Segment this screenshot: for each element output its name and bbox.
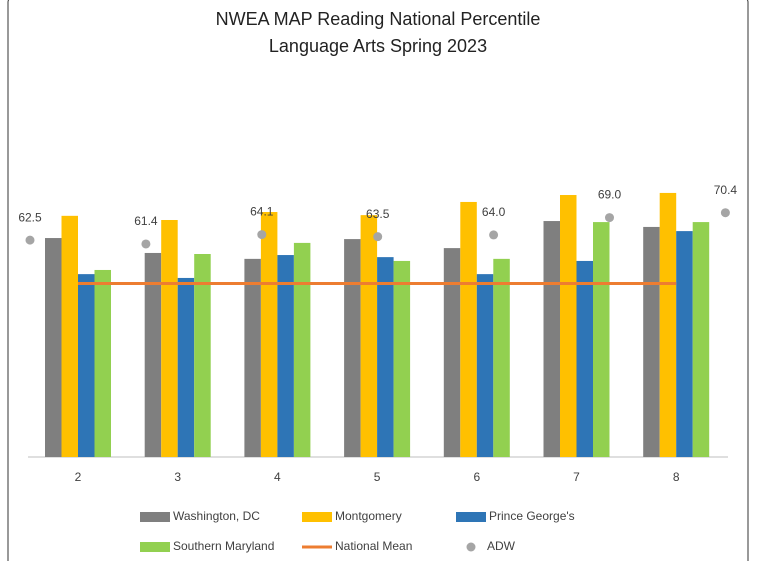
legend-swatch bbox=[466, 542, 476, 552]
x-tick-label: 6 bbox=[473, 470, 480, 484]
data-label: 61.4 bbox=[134, 214, 158, 228]
bar bbox=[94, 269, 111, 457]
bar bbox=[244, 258, 261, 457]
x-tick-label: 3 bbox=[174, 470, 181, 484]
dot bbox=[25, 235, 35, 245]
legend-swatch bbox=[302, 512, 332, 522]
bar bbox=[45, 238, 62, 457]
bar bbox=[78, 274, 95, 457]
legend-label: National Mean bbox=[335, 539, 412, 553]
dot bbox=[605, 213, 614, 223]
bar bbox=[576, 260, 593, 457]
bar bbox=[393, 260, 411, 457]
bar bbox=[377, 257, 394, 457]
dot bbox=[720, 208, 730, 218]
legend-swatch bbox=[140, 542, 170, 552]
bar bbox=[543, 221, 560, 457]
legend-label: Washington, DC bbox=[173, 509, 260, 523]
bar bbox=[643, 226, 660, 457]
chart-title: Language Arts Spring 2023 bbox=[269, 36, 487, 56]
bar bbox=[144, 252, 162, 457]
data-label: 62.5 bbox=[18, 210, 42, 224]
legend-label: ADW bbox=[487, 539, 516, 553]
bar bbox=[344, 239, 361, 457]
dot bbox=[373, 232, 383, 242]
legend-label: Prince George's bbox=[489, 509, 575, 523]
bar bbox=[692, 222, 710, 457]
chart-title: NWEA MAP Reading National Percentile bbox=[216, 9, 541, 29]
data-label: 69.0 bbox=[598, 188, 622, 202]
bar bbox=[260, 212, 278, 457]
bar bbox=[277, 255, 294, 457]
dot bbox=[489, 230, 499, 240]
bar bbox=[560, 195, 577, 457]
bar bbox=[676, 231, 693, 457]
data-label: 64.0 bbox=[482, 205, 506, 219]
bar bbox=[161, 219, 178, 457]
bar bbox=[360, 215, 378, 457]
dot bbox=[257, 230, 267, 240]
legend-swatch bbox=[456, 512, 486, 522]
legend-label: Southern Maryland bbox=[173, 539, 274, 553]
x-tick-label: 8 bbox=[673, 470, 680, 484]
bar bbox=[493, 258, 510, 457]
bar bbox=[61, 215, 78, 457]
x-tick-label: 2 bbox=[75, 470, 82, 484]
data-label: 63.5 bbox=[366, 207, 390, 221]
bar bbox=[443, 248, 461, 457]
x-tick-label: 5 bbox=[374, 470, 381, 484]
bar bbox=[460, 201, 477, 457]
x-tick-label: 7 bbox=[573, 470, 580, 484]
bar bbox=[476, 274, 494, 457]
x-tick-label: 4 bbox=[274, 470, 281, 484]
dot bbox=[141, 239, 151, 249]
bar bbox=[593, 222, 610, 457]
data-label: 70.4 bbox=[714, 183, 738, 197]
bar bbox=[194, 254, 211, 457]
bar bbox=[177, 277, 195, 457]
frame bbox=[7, 0, 749, 561]
bar bbox=[659, 192, 677, 458]
data-label: 64.1 bbox=[250, 205, 274, 219]
legend-swatch bbox=[140, 512, 170, 522]
legend-label: Montgomery bbox=[335, 509, 402, 523]
bar bbox=[293, 242, 311, 457]
